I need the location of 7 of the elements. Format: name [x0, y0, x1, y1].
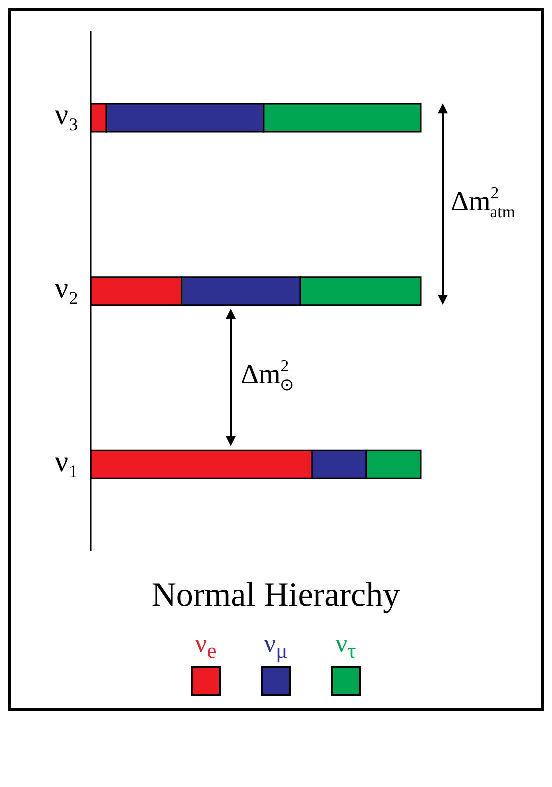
text: ν$_{μ}$ — [264, 629, 288, 664]
y-tick-label: ν₂ — [54, 272, 79, 305]
text: ν$_{e}$ — [195, 629, 217, 664]
x-axis-title: Normal Hierarchy — [150, 577, 402, 615]
text: ν$_{τ}$ — [336, 629, 356, 664]
y-tick-label: ν₃ — [54, 98, 79, 132]
y-tick-label: ν₁ — [54, 445, 79, 478]
